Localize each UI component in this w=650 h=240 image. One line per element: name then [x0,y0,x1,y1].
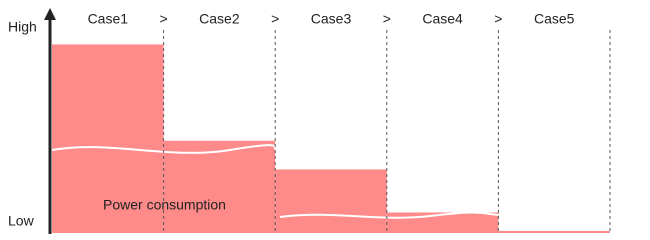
category-label: Case2 [199,11,240,27]
bars [52,44,610,234]
wave [279,211,499,219]
bar [163,140,276,233]
category-label: Case1 [88,11,129,27]
category-label: Case3 [311,11,352,27]
bar [275,169,387,233]
y-tick-label: High [8,19,37,35]
separator: > [160,11,168,27]
bar [498,230,610,233]
bar [386,212,499,233]
separator: > [494,11,502,27]
annotation: Power consumption [103,197,226,213]
separator: > [383,11,391,27]
category-label: Case4 [422,11,463,27]
category-label: Case5 [534,11,575,27]
axis-arrow [44,8,56,20]
separator: > [271,11,279,27]
y-tick-label: Low [8,213,35,229]
bar [52,44,164,234]
